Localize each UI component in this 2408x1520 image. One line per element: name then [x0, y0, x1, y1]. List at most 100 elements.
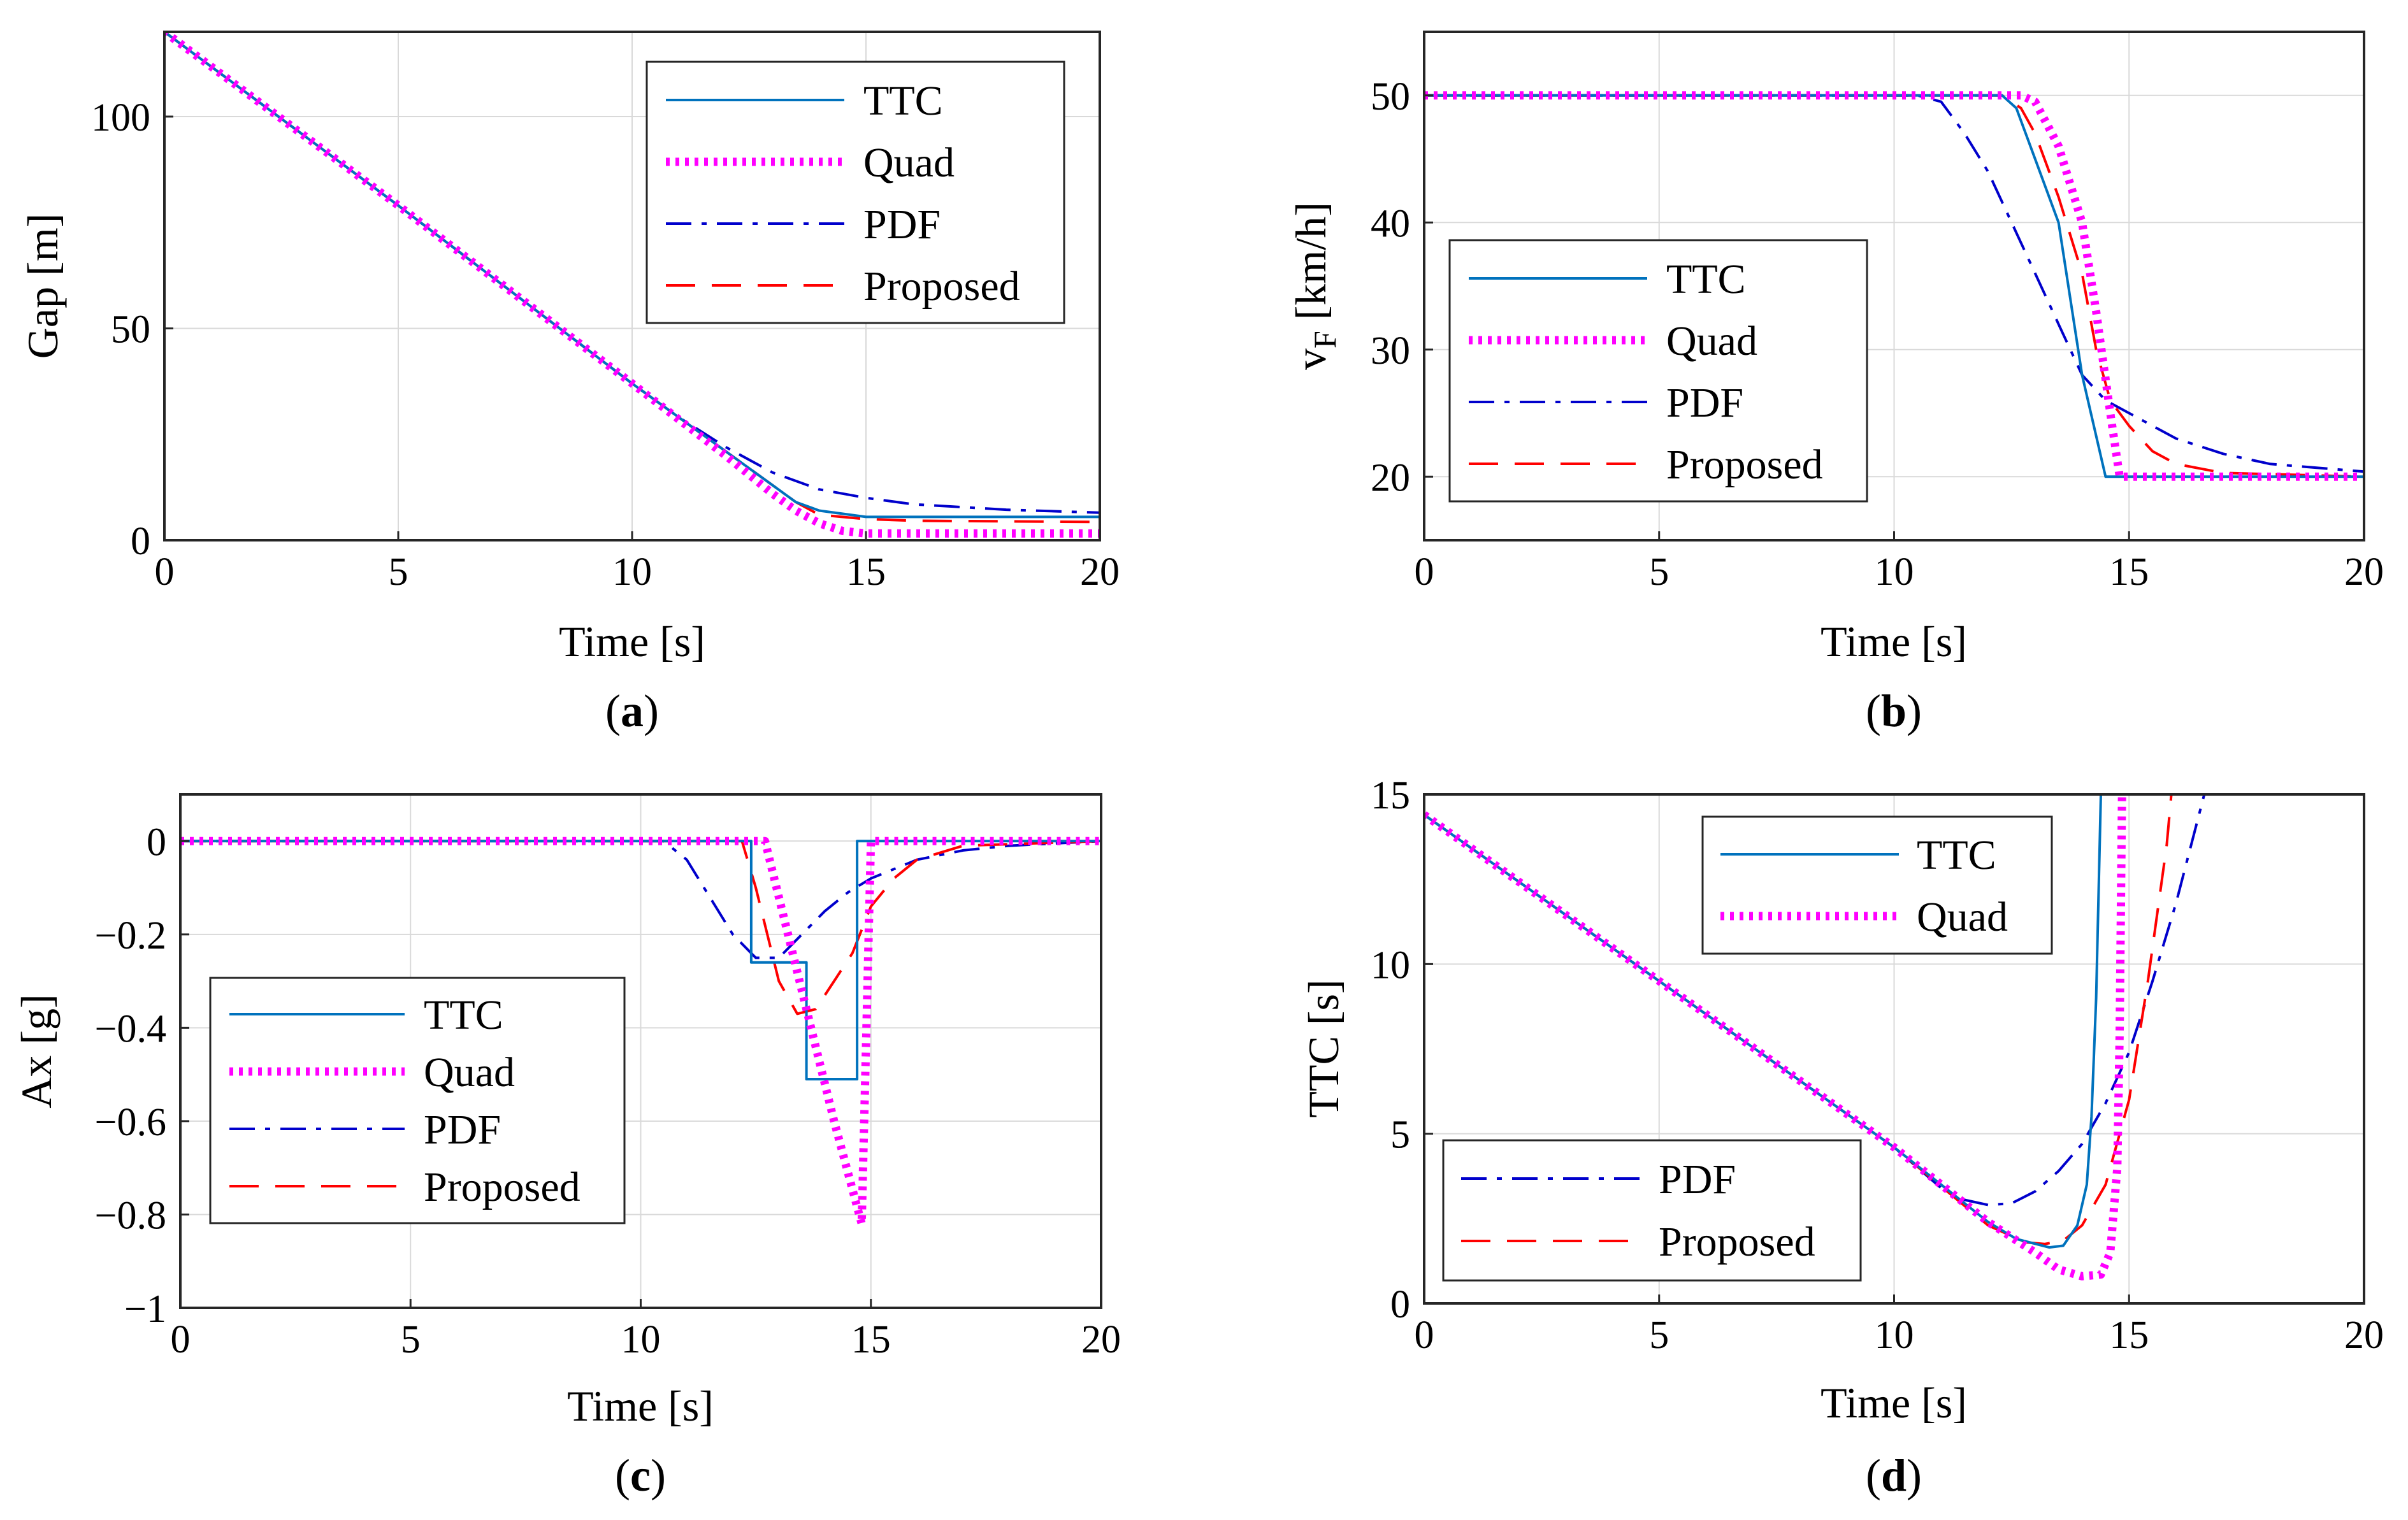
tick-label-y-c-0: −1	[124, 1287, 166, 1331]
legend-c-label-0: TTC	[424, 992, 503, 1038]
series-layer-c	[180, 836, 1101, 1228]
legend-b-label-2: PDF	[1666, 380, 1743, 426]
ylabel-d: TTC [s]	[1299, 979, 1348, 1117]
ticks-c: 0 5 10 15 20 −1 −0.8 −0.6 −0.4 −0.2 0	[95, 821, 1121, 1361]
tick-label-y-c-3: −0.4	[95, 1007, 166, 1050]
tick-label-x-a-0: 0	[155, 550, 175, 594]
tick-label-x-d-2: 10	[1875, 1314, 1914, 1357]
caption-a-letter: a	[621, 685, 644, 736]
legend-d-label-1: Quad	[1917, 894, 2008, 940]
tick-label-x-b-3: 15	[2109, 550, 2149, 594]
legend-a-label-0: TTC	[863, 78, 943, 124]
legend-c: TTC Quad PDF Proposed	[209, 977, 626, 1224]
legend-a-label-2: PDF	[863, 201, 941, 248]
tick-label-x-d-0: 0	[1415, 1314, 1434, 1357]
caption-c-letter: c	[630, 1450, 651, 1501]
series-line-b-quad	[1424, 91, 2364, 481]
ticks-d: 0 5 10 15 20 0 5 10 15	[1371, 774, 2384, 1357]
ylabel-a: Gap [m]	[18, 213, 67, 359]
legend-d-label-0: TTC	[1917, 832, 1996, 878]
series-line-c-ttc	[180, 840, 1101, 1080]
legend-b-label-1: Quad	[1666, 318, 1757, 364]
legend-box-b	[1448, 239, 1868, 503]
panel-d: 0 5 10 15 20 0 5 10 15 Time [s] TTC [s] (d) TTC …	[1299, 774, 2384, 1501]
tick-label-x-b-1: 5	[1649, 550, 1669, 594]
legend-a: TTC Quad PDF Proposed	[645, 61, 1065, 324]
tick-label-x-b-0: 0	[1415, 550, 1434, 594]
tick-label-y-a-1: 50	[111, 308, 150, 352]
tick-label-x-c-2: 10	[621, 1318, 661, 1361]
tick-label-x-b-4: 20	[2344, 550, 2384, 594]
tick-label-x-c-1: 5	[401, 1318, 421, 1361]
ylabel-b-suffix: [km/h]	[1287, 202, 1335, 331]
series-line-c-proposed	[180, 840, 1101, 1015]
panel-a: 0 5 10 15 20 0 50 100 Time [s] Gap [m] (a) TTC …	[18, 31, 1120, 736]
legend-c-label-1: Quad	[424, 1049, 515, 1096]
tick-label-x-d-3: 15	[2109, 1314, 2149, 1357]
series-line-c-quad	[180, 836, 1101, 1228]
tick-label-y-c-1: −0.8	[95, 1194, 166, 1237]
legend-d-label-3: Proposed	[1659, 1219, 1815, 1265]
series-line-b-proposed	[1424, 94, 2364, 478]
tick-label-y-d-2: 10	[1371, 943, 1410, 987]
legend-a-label-3: Proposed	[863, 263, 1020, 310]
tick-label-y-d-3: 15	[1371, 774, 1410, 817]
legend-box-d-top	[1701, 815, 2053, 955]
tick-label-y-a-0: 0	[131, 520, 150, 563]
tick-label-y-c-5: 0	[147, 821, 166, 864]
series-line-d-quad	[1424, 794, 2126, 1280]
legend-d-bottom: PDF Proposed	[1442, 1139, 1862, 1282]
legend-c-label-2: PDF	[424, 1107, 501, 1153]
series-line-b-pdf	[1424, 94, 2364, 473]
tick-label-x-b-2: 10	[1875, 550, 1914, 594]
tick-label-y-b-1: 30	[1371, 329, 1410, 373]
legend-b-label-0: TTC	[1666, 256, 1746, 303]
tick-label-x-a-1: 5	[389, 550, 408, 594]
tick-label-x-c-4: 20	[1081, 1318, 1121, 1361]
xlabel-a: Time [s]	[559, 617, 705, 666]
ylabel-b-base: v	[1287, 348, 1335, 370]
series-line-b-ttc	[1424, 94, 2364, 478]
legend-b: TTC Quad PDF Proposed	[1448, 239, 1868, 503]
series-line-a-pdf	[164, 32, 1100, 514]
legend-box-a	[645, 61, 1065, 324]
xlabel-b: Time [s]	[1820, 617, 1967, 666]
legend-a-label-1: Quad	[863, 140, 955, 186]
tick-label-y-d-1: 5	[1390, 1114, 1410, 1157]
series-layer-d	[1424, 794, 2206, 1280]
tick-label-y-b-2: 40	[1371, 202, 1410, 245]
panel-c: 0 5 10 15 20 −1 −0.8 −0.6 −0.4 −0.2 0 Time [s] Ax …	[12, 793, 1121, 1501]
series-line-a-ttc	[164, 32, 1100, 519]
tick-label-x-d-1: 5	[1649, 1314, 1669, 1357]
tick-label-y-b-3: 50	[1371, 75, 1410, 118]
legend-c-label-3: Proposed	[424, 1164, 580, 1210]
caption-a: (a)	[605, 685, 659, 736]
ylabel-b-sub: F	[1307, 331, 1343, 348]
ylabel-c: Ax [g]	[12, 994, 61, 1108]
tick-label-x-a-4: 20	[1080, 550, 1120, 594]
series-layer-a	[164, 32, 1100, 538]
caption-c: (c)	[615, 1450, 666, 1501]
caption-b: (b)	[1866, 685, 1922, 736]
caption-b-letter: b	[1881, 685, 1907, 736]
tick-label-y-c-2: −0.6	[95, 1101, 166, 1144]
series-line-c-pdf	[180, 840, 1101, 959]
series-line-d-proposed	[1424, 794, 2173, 1245]
legend-d-label-2: PDF	[1659, 1156, 1736, 1203]
tick-label-x-c-0: 0	[171, 1318, 191, 1361]
series-line-a-quad	[164, 32, 1100, 538]
ylabel-b: vF [km/h]	[1287, 202, 1343, 370]
ticks-a: 0 5 10 15 20 0 50 100	[91, 96, 1120, 594]
tick-label-y-a-2: 100	[91, 96, 150, 140]
tick-label-x-c-3: 15	[851, 1318, 891, 1361]
tick-label-x-d-4: 20	[2344, 1314, 2384, 1357]
legend-box-c	[209, 977, 626, 1224]
caption-d-letter: d	[1881, 1450, 1907, 1501]
legend-d-top: TTC Quad	[1701, 815, 2053, 955]
caption-d: (d)	[1866, 1450, 1922, 1501]
series-layer-b	[1424, 91, 2364, 481]
ticks-b: 0 5 10 15 20 20 30 40 50	[1371, 75, 2384, 594]
tick-label-y-d-0: 0	[1390, 1283, 1410, 1326]
